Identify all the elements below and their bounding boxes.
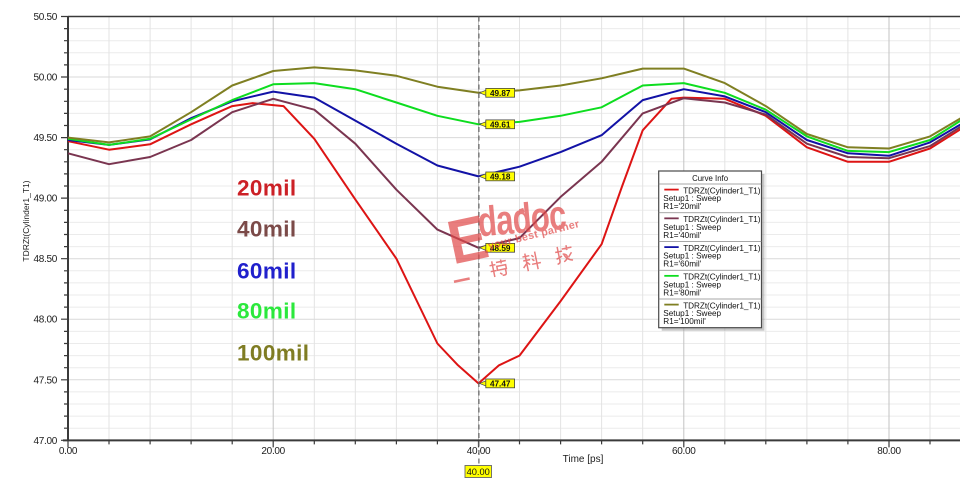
svg-text:48.50: 48.50	[33, 254, 57, 265]
svg-text:TDRZt(Cylinder1_T1): TDRZt(Cylinder1_T1)	[683, 273, 761, 282]
svg-text:49.00: 49.00	[33, 194, 57, 205]
svg-text:TDRZt(Cylinder1_T1): TDRZt(Cylinder1_T1)	[21, 180, 31, 261]
svg-text:49.61: 49.61	[490, 120, 511, 129]
svg-text:TDRZt(Cylinder1_T1): TDRZt(Cylinder1_T1)	[683, 244, 761, 253]
svg-text:50.00: 50.00	[33, 73, 57, 84]
svg-text:47.47: 47.47	[490, 379, 511, 388]
svg-text:20mil: 20mil	[237, 176, 297, 201]
svg-text:80mil: 80mil	[237, 299, 297, 324]
svg-text:60.00: 60.00	[672, 446, 696, 457]
svg-text:Time [ps]: Time [ps]	[563, 454, 604, 465]
svg-text:20.00: 20.00	[261, 446, 285, 457]
svg-text:TDRZt(Cylinder1_T1): TDRZt(Cylinder1_T1)	[683, 186, 761, 195]
svg-text:47.50: 47.50	[33, 375, 57, 386]
svg-text:80.00: 80.00	[877, 446, 901, 457]
svg-text:50.50: 50.50	[33, 12, 57, 23]
svg-text:TDRZt(Cylinder1_T1): TDRZt(Cylinder1_T1)	[683, 215, 761, 224]
svg-text:0.00: 0.00	[59, 446, 78, 457]
svg-text:TDRZt(Cylinder1_T1): TDRZt(Cylinder1_T1)	[683, 301, 761, 310]
svg-text:Setup1 : Sweep: Setup1 : Sweep	[663, 252, 721, 261]
svg-text:49.18: 49.18	[490, 172, 511, 181]
svg-text:49.50: 49.50	[33, 133, 57, 144]
svg-text:dadoc: dadoc	[476, 191, 568, 246]
svg-text:R1='80mil': R1='80mil'	[663, 288, 701, 297]
svg-text:Setup1 : Sweep: Setup1 : Sweep	[663, 194, 721, 203]
svg-text:Setup1 : Sweep: Setup1 : Sweep	[663, 223, 721, 232]
svg-text:R1='40mil': R1='40mil'	[663, 231, 701, 240]
svg-text:60mil: 60mil	[237, 259, 297, 284]
svg-text:Curve Info: Curve Info	[692, 174, 729, 183]
svg-text:100mil: 100mil	[237, 341, 309, 366]
svg-text:R1='20mil': R1='20mil'	[663, 202, 701, 211]
svg-text:48.59: 48.59	[490, 244, 511, 253]
svg-text:40.00: 40.00	[467, 467, 490, 477]
svg-text:R1='100mil': R1='100mil'	[663, 317, 706, 326]
svg-text:48.00: 48.00	[33, 315, 57, 326]
svg-text:47.00: 47.00	[33, 436, 57, 447]
svg-text:40mil: 40mil	[237, 217, 297, 242]
svg-text:R1='60mil': R1='60mil'	[663, 260, 701, 269]
svg-text:Setup1 : Sweep: Setup1 : Sweep	[663, 280, 721, 289]
svg-text:49.87: 49.87	[490, 89, 511, 98]
svg-text:Setup1 : Sweep: Setup1 : Sweep	[663, 309, 721, 318]
